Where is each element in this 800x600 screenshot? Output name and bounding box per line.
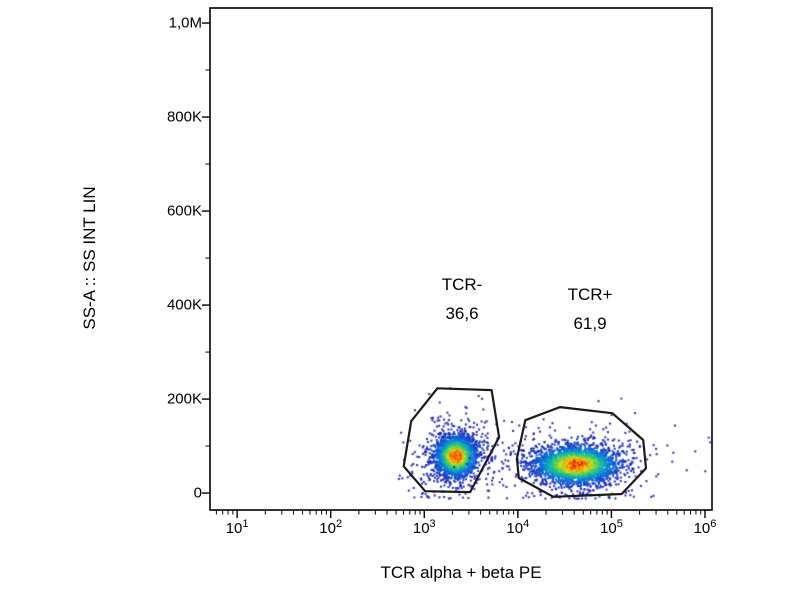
y-tick-label: 1,0M xyxy=(168,14,202,32)
gate-name: TCR+ xyxy=(567,285,613,304)
y-tick-label: 200K xyxy=(166,390,202,408)
gate-label-tcr-negative: TCR- 36,6 xyxy=(442,270,483,328)
x-tick-label: 101 xyxy=(225,518,249,537)
x-tick-label: 102 xyxy=(319,518,343,537)
gate-polygon-TCR+ xyxy=(515,406,648,498)
plot-frame xyxy=(209,7,713,511)
gate-polygon-TCR- xyxy=(402,387,501,494)
x-axis-label: TCR alpha + beta PE xyxy=(380,563,542,582)
y-tick-label: 0 xyxy=(193,484,202,502)
x-tick-label: 106 xyxy=(693,518,717,537)
gate-name: TCR- xyxy=(441,275,483,294)
gate-percentage: 61,9 xyxy=(573,314,607,333)
x-tick-label: 103 xyxy=(412,518,436,537)
y-axis-label: SS-A :: SS INT LIN xyxy=(80,186,99,330)
y-tick-label: 800K xyxy=(166,108,202,126)
gate-label-tcr-positive: TCR+ 61,9 xyxy=(568,280,613,338)
x-tick-label: 105 xyxy=(600,518,623,537)
y-tick-label: 600K xyxy=(166,202,202,220)
x-tick-label: 104 xyxy=(506,518,530,537)
gate-percentage: 36,6 xyxy=(445,304,479,323)
y-tick-label: 400K xyxy=(166,296,202,314)
